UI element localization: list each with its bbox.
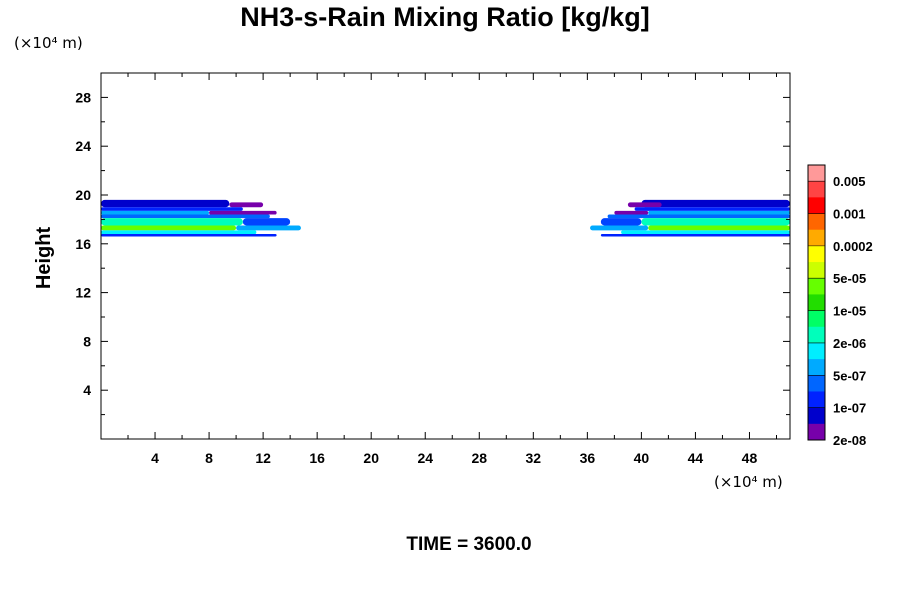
contour-band	[641, 199, 790, 208]
contour-band	[242, 218, 291, 226]
contour-band	[621, 230, 790, 235]
x-tick-label: 48	[742, 450, 758, 466]
contour-band	[209, 210, 277, 215]
colorbar-swatch	[808, 197, 825, 215]
x-tick-label: 44	[688, 450, 704, 466]
colorbar-label: 0.005	[833, 174, 866, 189]
x-tick-label: 8	[205, 450, 213, 466]
y-axis-label: Height	[33, 227, 55, 290]
colorbar-swatch	[808, 359, 825, 376]
contour-band	[101, 225, 237, 231]
x-axis: 4 8 12 16 20 24 28 32 36 40 44 48	[127, 73, 777, 466]
contour-band	[101, 230, 257, 235]
colorbar-swatch	[808, 326, 825, 344]
colorbar-swatch	[808, 391, 825, 409]
contour-band	[590, 225, 649, 231]
x-tick-label: 20	[363, 450, 379, 466]
colorbar-swatch	[808, 213, 825, 231]
x-tick-label: 16	[309, 450, 325, 466]
colorbar-label: 5e-07	[833, 368, 866, 383]
x-axis-unit: (×10⁴ m)	[714, 473, 783, 491]
time-label: TIME = 3600.0	[406, 534, 531, 555]
colorbar-swatch	[808, 278, 825, 295]
x-tick-label: 40	[634, 450, 650, 466]
contour-band	[641, 218, 790, 226]
colorbar-label: 0.001	[833, 207, 866, 222]
x-tick-label: 36	[580, 450, 596, 466]
x-tick-label: 24	[417, 450, 433, 466]
x-tick-label: 32	[526, 450, 542, 466]
contour-band	[627, 202, 662, 208]
colorbar-swatch	[808, 262, 825, 279]
contour-band	[101, 207, 243, 211]
colorbar-swatch	[808, 229, 825, 247]
y-tick-label: 16	[75, 236, 91, 252]
colorbar-swatch	[808, 407, 825, 425]
contour-band	[101, 210, 210, 215]
colorbar-label: 0.0002	[833, 239, 873, 254]
colorbar-swatch	[808, 165, 825, 182]
x-tick-label: 12	[255, 450, 271, 466]
colorbar-swatch	[808, 181, 825, 198]
colorbar-swatch	[808, 245, 825, 263]
colorbar-swatch	[808, 310, 825, 328]
contour-band	[614, 210, 649, 215]
colorbar-label: 2e-06	[833, 336, 866, 351]
contour-band	[101, 214, 270, 219]
contour-band	[648, 225, 790, 231]
contour-band	[101, 199, 230, 208]
y-tick-label: 8	[83, 333, 91, 349]
colorbar-swatch	[808, 294, 825, 312]
colorbar-label: 1e-07	[833, 401, 866, 416]
plot-frame	[100, 72, 791, 440]
contour-band	[236, 225, 301, 231]
colorbar-label: 1e-05	[833, 304, 866, 319]
y-axis: 4 8 12 16 20 24 28	[75, 72, 790, 416]
y-tick-label: 12	[75, 285, 91, 301]
contour-band	[648, 210, 790, 215]
x-tick-label: 28	[471, 450, 487, 466]
contour-band	[634, 207, 790, 211]
colorbar-label: 2e-08	[833, 433, 866, 448]
contour-band	[600, 234, 790, 237]
plot-area	[101, 199, 790, 237]
chart-title: NH3-s-Rain Mixing Ratio [kg/kg]	[240, 2, 650, 32]
contour-band	[101, 218, 243, 226]
contour-band	[101, 234, 277, 237]
contour-band	[607, 214, 790, 219]
colorbar: 0.005 0.001 0.0002 5e-05 1e-05 2e-06 5e-07 1e-0…	[807, 164, 873, 448]
y-tick-label: 24	[75, 138, 91, 154]
colorbar-swatch	[808, 375, 825, 392]
colorbar-label: 5e-05	[833, 271, 866, 286]
y-axis-unit: (×10⁴ m)	[14, 34, 83, 52]
y-tick-label: 4	[83, 382, 91, 398]
x-tick-label: 4	[151, 450, 159, 466]
colorbar-swatch	[808, 423, 825, 441]
contour-band	[600, 218, 642, 226]
contour-band	[229, 202, 264, 208]
y-tick-label: 28	[75, 89, 91, 105]
y-tick-label: 20	[75, 187, 91, 203]
colorbar-swatch	[808, 342, 825, 360]
